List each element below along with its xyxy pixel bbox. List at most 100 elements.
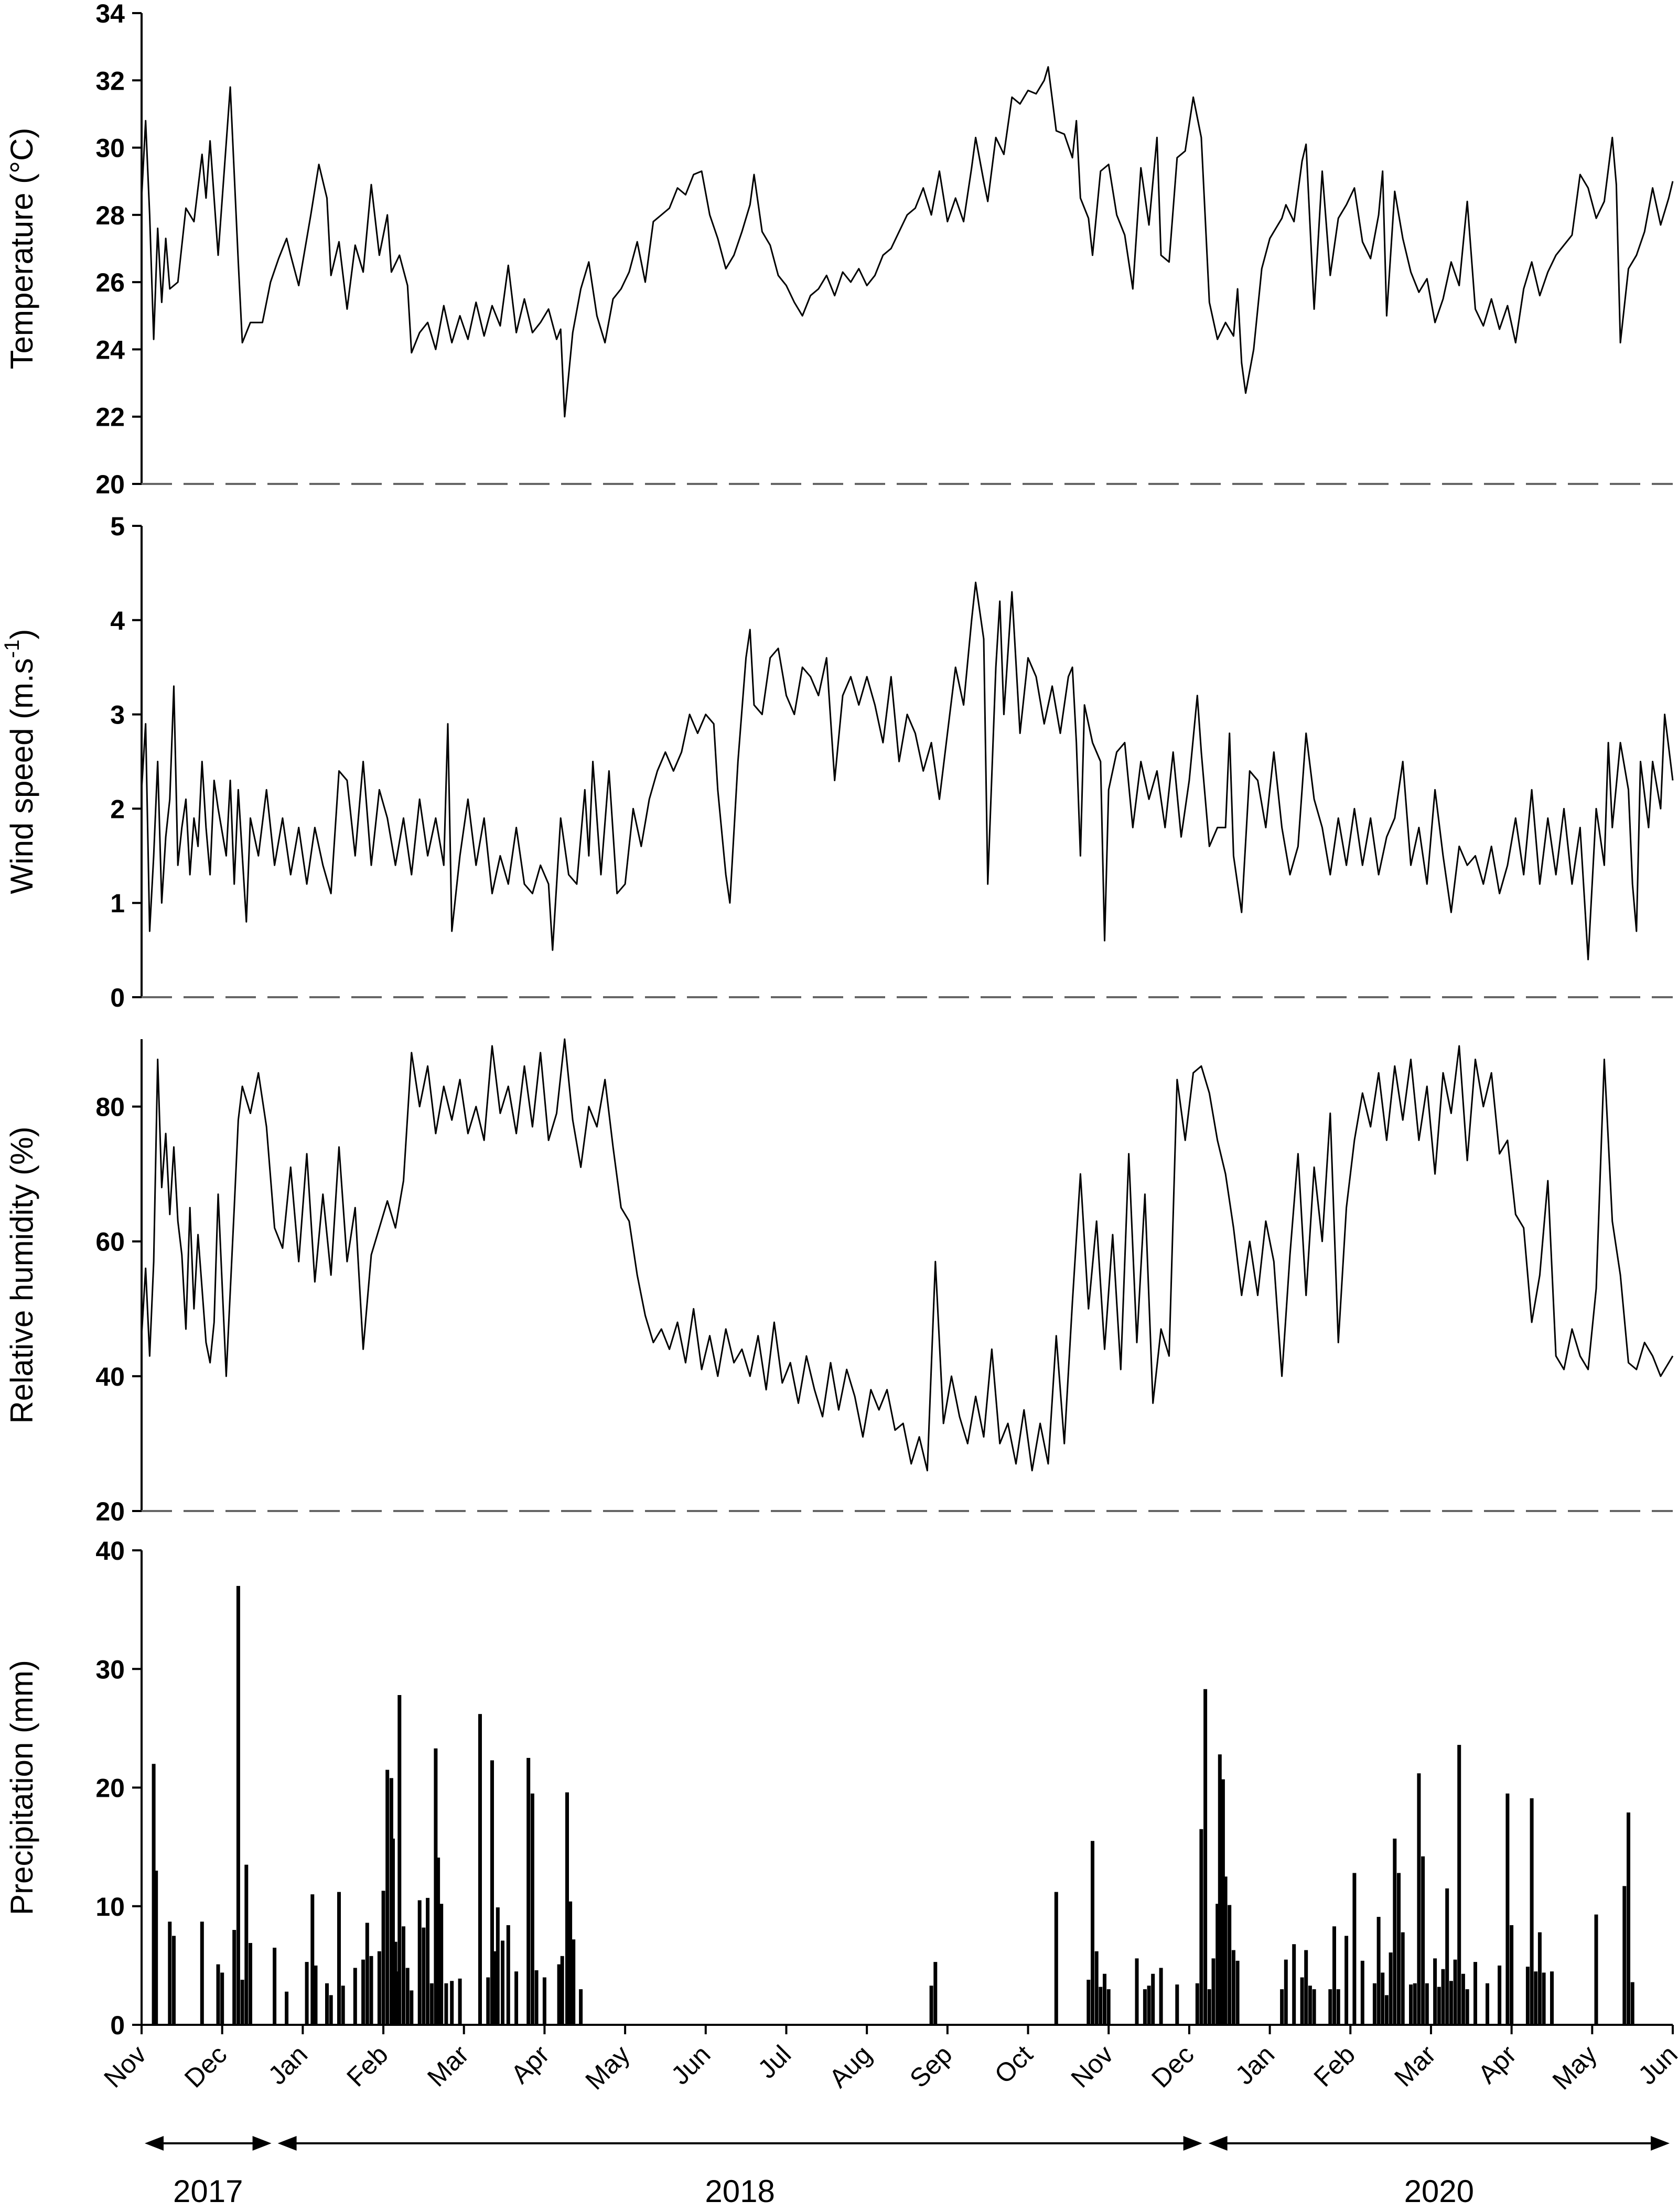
- month-label: Mar: [1389, 2040, 1441, 2092]
- precip-bar: [1465, 1989, 1469, 2025]
- precip-bar: [1216, 1904, 1220, 2025]
- precip-bar: [1336, 1989, 1340, 2025]
- month-axis: Nov Dec Jan Feb Mar Apr May Jun Jul Aug Sep Oct Nov D…: [98, 2025, 1678, 2096]
- precip-bar: [1437, 1987, 1441, 2025]
- precip-bar: [1425, 1983, 1429, 2025]
- month-label: Nov: [1066, 2040, 1119, 2093]
- precip-bar: [240, 1980, 244, 2025]
- series-line-1: [141, 581, 1674, 961]
- precip-bar: [565, 1792, 569, 2025]
- month-label: Feb: [1308, 2040, 1361, 2092]
- precip-bar: [1550, 1971, 1554, 2025]
- precip-bar: [220, 1972, 224, 2025]
- precip-bar: [232, 1930, 236, 2025]
- precip-bar: [1510, 1925, 1514, 2025]
- precip-bar: [1498, 1965, 1502, 2025]
- precip-bar: [1389, 1952, 1393, 2025]
- precip-bar: [534, 1970, 539, 2025]
- precip-bar: [506, 1925, 510, 2025]
- precip-bar: [1473, 1962, 1477, 2025]
- y-tick-label: 60: [95, 1227, 125, 1257]
- precip-bar: [1397, 1873, 1401, 2025]
- y-tick-label: 26: [95, 268, 125, 297]
- precip-bar: [1413, 1983, 1417, 2025]
- y-axis-title: Temperature (°C): [4, 128, 39, 370]
- year-span-2018: 2018: [277, 2136, 1202, 2209]
- y-tick-label: 32: [95, 66, 125, 95]
- y-tick-label: 1: [110, 889, 125, 918]
- precip-bar: [526, 1757, 531, 2025]
- arrow-right-icon: [1651, 2136, 1670, 2151]
- y-tick-label: 5: [110, 512, 125, 541]
- precip-bar: [1304, 1950, 1308, 2025]
- precip-bar: [1525, 1967, 1530, 2025]
- y-tick-label: 28: [95, 201, 125, 230]
- precip-bar: [1445, 1888, 1449, 2025]
- year-span-2020: 2020: [1208, 2136, 1670, 2209]
- month-label: Apr: [505, 2040, 555, 2089]
- precip-bar: [1235, 1960, 1240, 2025]
- precip-bar: [1328, 1989, 1332, 2025]
- precip-bar: [514, 1971, 519, 2025]
- arrow-right-icon: [252, 2136, 272, 2151]
- series-line-1: [141, 1038, 1674, 1472]
- y-axis-title: Wind speed (m.s-1): [1, 629, 39, 894]
- precip-bar: [1594, 1914, 1598, 2025]
- precip-bar: [1223, 1876, 1228, 2025]
- y-tick-label: 0: [110, 983, 125, 1012]
- arrow-left-icon: [145, 2136, 164, 2151]
- y-tick-label: 20: [95, 1774, 125, 1803]
- precip-bar: [542, 1977, 546, 2025]
- arrow-left-icon: [1208, 2136, 1228, 2151]
- y-tick-label: 34: [95, 0, 125, 28]
- chart-panel-4: 0 10 20 30 40 Precipitation (mm): [4, 1536, 1673, 2040]
- precip-bar: [1054, 1892, 1058, 2025]
- precip-bar: [1486, 1983, 1489, 2025]
- precip-bar: [1195, 1983, 1199, 2025]
- precip-bar: [1630, 1982, 1634, 2025]
- precip-bar: [439, 1904, 444, 2025]
- month-label: Oct: [989, 2040, 1039, 2089]
- precip-bar: [1530, 1798, 1534, 2025]
- precip-bar: [1135, 1958, 1139, 2025]
- precip-bar: [1087, 1980, 1091, 2025]
- precip-bar: [310, 1894, 315, 2025]
- month-label: May: [579, 2040, 635, 2095]
- precip-bar: [381, 1891, 385, 2025]
- y-axis-title: Relative humidity (%): [4, 1127, 39, 1424]
- y-tick-label: 10: [95, 1892, 125, 1922]
- precip-bar: [1300, 1977, 1304, 2025]
- month-label: Jan: [1230, 2040, 1281, 2090]
- precip-bar: [1175, 1984, 1179, 2025]
- precip-bar: [568, 1901, 573, 2025]
- precip-bar: [450, 1981, 454, 2025]
- precip-bar: [168, 1922, 172, 2025]
- precip-bar: [496, 1907, 500, 2025]
- precip-bar: [273, 1947, 277, 2025]
- month-label: Sep: [904, 2040, 958, 2094]
- precip-bar: [1228, 1905, 1232, 2025]
- precip-bar: [1103, 1973, 1106, 2025]
- month-label: Feb: [341, 2040, 394, 2092]
- precip-bar: [929, 1986, 933, 2025]
- precip-bar: [244, 1864, 249, 2025]
- y-tick-label: 3: [110, 700, 125, 730]
- precip-bar: [1094, 1951, 1099, 2025]
- month-label: Jun: [665, 2040, 716, 2090]
- precip-bar: [1203, 1689, 1208, 2025]
- year-label: 2018: [705, 2174, 775, 2209]
- precip-bar: [429, 1983, 434, 2025]
- y-axis-title: Precipitation (mm): [4, 1660, 39, 1915]
- chart-panel-3: 20 40 60 80 Relative humidity (%): [4, 1038, 1674, 1526]
- precip-bar: [1534, 1971, 1538, 2025]
- precip-bar: [1151, 1973, 1155, 2025]
- precip-bar: [434, 1748, 438, 2025]
- precip-bar: [1218, 1754, 1222, 2025]
- precip-bar: [1537, 1932, 1542, 2025]
- year-label: 2020: [1404, 2174, 1474, 2209]
- y-tick-label: 30: [95, 134, 125, 163]
- precip-bar: [391, 1838, 395, 2025]
- month-label: Jan: [263, 2040, 314, 2090]
